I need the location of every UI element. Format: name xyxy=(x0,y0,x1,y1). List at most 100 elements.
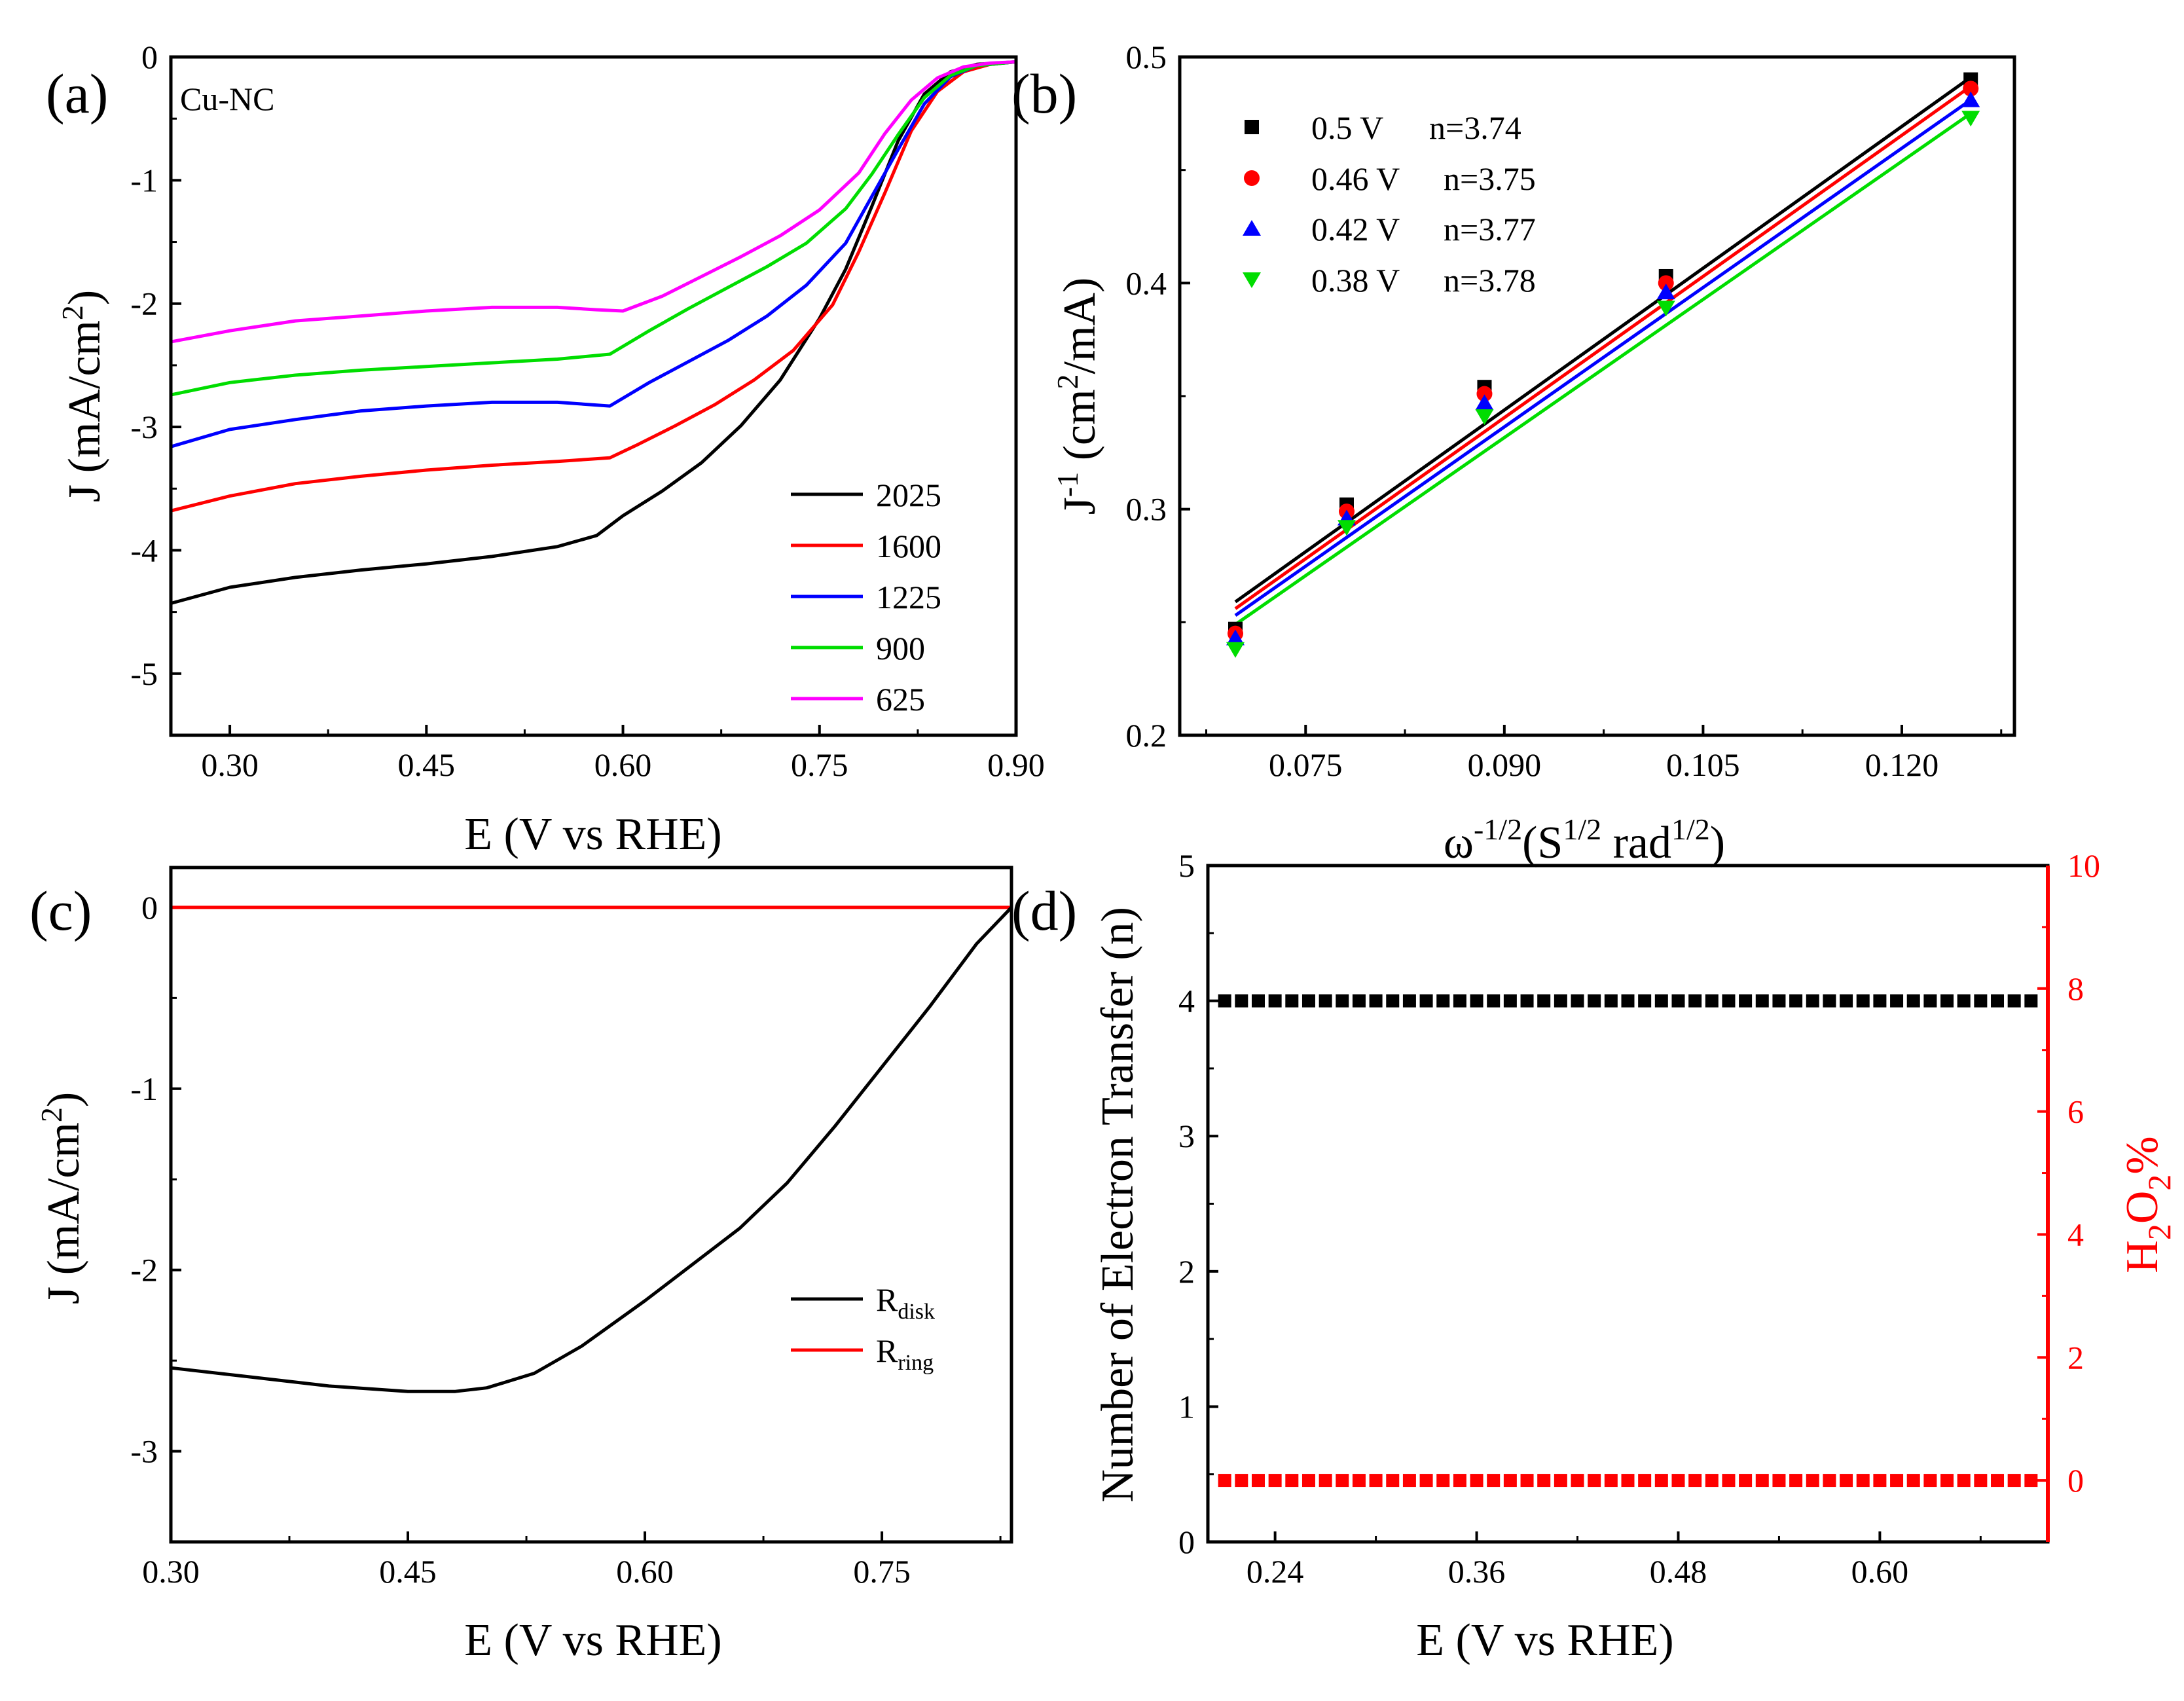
curve-rdisk xyxy=(170,906,1013,1393)
point-n xyxy=(1890,994,1904,1008)
panel-a-ytick-label: -3 xyxy=(130,409,158,445)
point-h2o2 xyxy=(1873,1474,1887,1488)
point-h2o2 xyxy=(1369,1474,1383,1488)
point-n xyxy=(1235,994,1248,1008)
panel-c-xtick-label: 0.75 xyxy=(853,1553,911,1590)
panel-d-left-ytick-label: 3 xyxy=(1178,1118,1195,1154)
point-h2o2 xyxy=(1571,1474,1584,1488)
point-h2o2 xyxy=(1621,1474,1635,1488)
panel-b-xtick-label: 0.090 xyxy=(1468,746,1542,783)
point-n xyxy=(1739,994,1753,1008)
panel-d-ylabel-left: Number of Electron Transfer (n) xyxy=(1093,907,1143,1503)
point-h2o2 xyxy=(1251,1474,1265,1488)
point-h2o2 xyxy=(1352,1474,1366,1488)
point-0.38V xyxy=(1961,111,1980,127)
point-h2o2 xyxy=(1772,1474,1786,1488)
point-n xyxy=(1705,994,1719,1008)
panel-a-xtick-label: 0.30 xyxy=(201,746,259,783)
panel-d-left-ytick-label: 0 xyxy=(1178,1524,1195,1560)
point-h2o2 xyxy=(1436,1474,1450,1488)
panel-d-frame xyxy=(1206,864,2050,1544)
point-0.38V xyxy=(1475,409,1494,426)
point-n xyxy=(1402,994,1416,1008)
point-n xyxy=(1957,994,1971,1008)
panel-c-xlabel: E (V vs RHE) xyxy=(464,1615,721,1666)
panel-d-left-ytick-label: 2 xyxy=(1178,1253,1195,1290)
panel-a-ytick-label: -1 xyxy=(130,162,158,198)
legend-label-625: 625 xyxy=(876,681,925,718)
point-n xyxy=(2024,994,2038,1008)
point-n xyxy=(1722,994,1736,1008)
legend-label-0.42V: 0.42 V xyxy=(1311,211,1400,247)
point-h2o2 xyxy=(2024,1474,2038,1488)
panel-c-frame xyxy=(169,866,1013,1544)
panel-d-right-ytick-label: 4 xyxy=(2067,1216,2084,1253)
point-h2o2 xyxy=(1503,1474,1517,1488)
panel-c-ytick-label: -2 xyxy=(130,1252,158,1289)
point-n xyxy=(1923,994,1937,1008)
point-n xyxy=(1588,994,1601,1008)
fit-line-0.5V xyxy=(1234,76,1972,604)
panel-d-left-ytick-label: 4 xyxy=(1178,983,1195,1019)
legend-marker-0.42V xyxy=(1243,220,1261,236)
point-n xyxy=(1503,994,1517,1008)
panel-d-right-ytick-label: 10 xyxy=(2067,847,2100,884)
point-n xyxy=(1470,994,1483,1008)
point-n xyxy=(1453,994,1466,1008)
point-n xyxy=(1688,994,1702,1008)
point-h2o2 xyxy=(1705,1474,1719,1488)
point-h2o2 xyxy=(1789,1474,1803,1488)
panel-a-ytick-label: -2 xyxy=(130,285,158,322)
point-n xyxy=(1520,994,1534,1008)
point-h2o2 xyxy=(1806,1474,1819,1488)
point-h2o2 xyxy=(1319,1474,1332,1488)
panel-b-label: (b) xyxy=(1011,62,1077,125)
legend-n-0.38V: n=3.78 xyxy=(1444,262,1536,299)
legend-label-900: 900 xyxy=(876,630,925,667)
point-n xyxy=(1789,994,1803,1008)
point-n xyxy=(1352,994,1366,1008)
panel-b-ytick-label: 0.2 xyxy=(1126,717,1167,754)
panel-d: 0.24 0.36 0.48 0.60 0 1 2 3 4 5 0 2 4 6 8 10 (d) E (V v… xyxy=(1011,847,2177,1666)
point-n xyxy=(1386,994,1400,1008)
curve-900 xyxy=(170,60,1017,397)
point-0.38V xyxy=(1656,301,1675,317)
point-n xyxy=(1301,994,1315,1008)
panel-b-xlabel: ω-1/2(S1/2 rad1/2) xyxy=(1444,813,1725,868)
point-n xyxy=(1772,994,1786,1008)
panel-b-ytick-label: 0.5 xyxy=(1126,39,1167,75)
panel-a-label: (a) xyxy=(46,62,108,125)
point-h2o2 xyxy=(1604,1474,1618,1488)
point-h2o2 xyxy=(1268,1474,1282,1488)
point-n xyxy=(1873,994,1887,1008)
panel-c-ytick-label: -3 xyxy=(130,1433,158,1470)
point-h2o2 xyxy=(1722,1474,1736,1488)
point-0.38V xyxy=(1338,520,1356,536)
panel-d-right-ytick-label: 6 xyxy=(2067,1093,2084,1130)
panel-d-right-ytick-label: 8 xyxy=(2067,970,2084,1007)
point-n xyxy=(1251,994,1265,1008)
panel-a-ytick-label: -4 xyxy=(130,532,158,568)
panel-c-xtick-label: 0.60 xyxy=(616,1553,674,1590)
legend-label-rring: Rring xyxy=(876,1332,934,1375)
point-h2o2 xyxy=(1336,1474,1349,1488)
point-n xyxy=(1638,994,1652,1008)
panel-b-ytick-label: 0.4 xyxy=(1126,265,1167,301)
panel-a-xtick-label: 0.75 xyxy=(791,746,848,783)
curve-2025 xyxy=(170,60,1017,605)
point-n xyxy=(1571,994,1584,1008)
point-0.46V xyxy=(1963,81,1979,97)
point-n xyxy=(1823,994,1836,1008)
legend-label-0.46V: 0.46 V xyxy=(1311,160,1400,197)
point-n xyxy=(1537,994,1551,1008)
point-h2o2 xyxy=(1218,1474,1231,1488)
point-n xyxy=(1218,994,1231,1008)
panel-a-ytick-label: 0 xyxy=(141,39,158,75)
point-0.42V xyxy=(1961,91,1980,107)
panel-b-ytick-label: 0.3 xyxy=(1126,491,1167,528)
point-n xyxy=(1369,994,1383,1008)
panel-c-label: (c) xyxy=(29,879,92,942)
point-h2o2 xyxy=(1856,1474,1870,1488)
legend-label-0.38V: 0.38 V xyxy=(1311,262,1400,299)
